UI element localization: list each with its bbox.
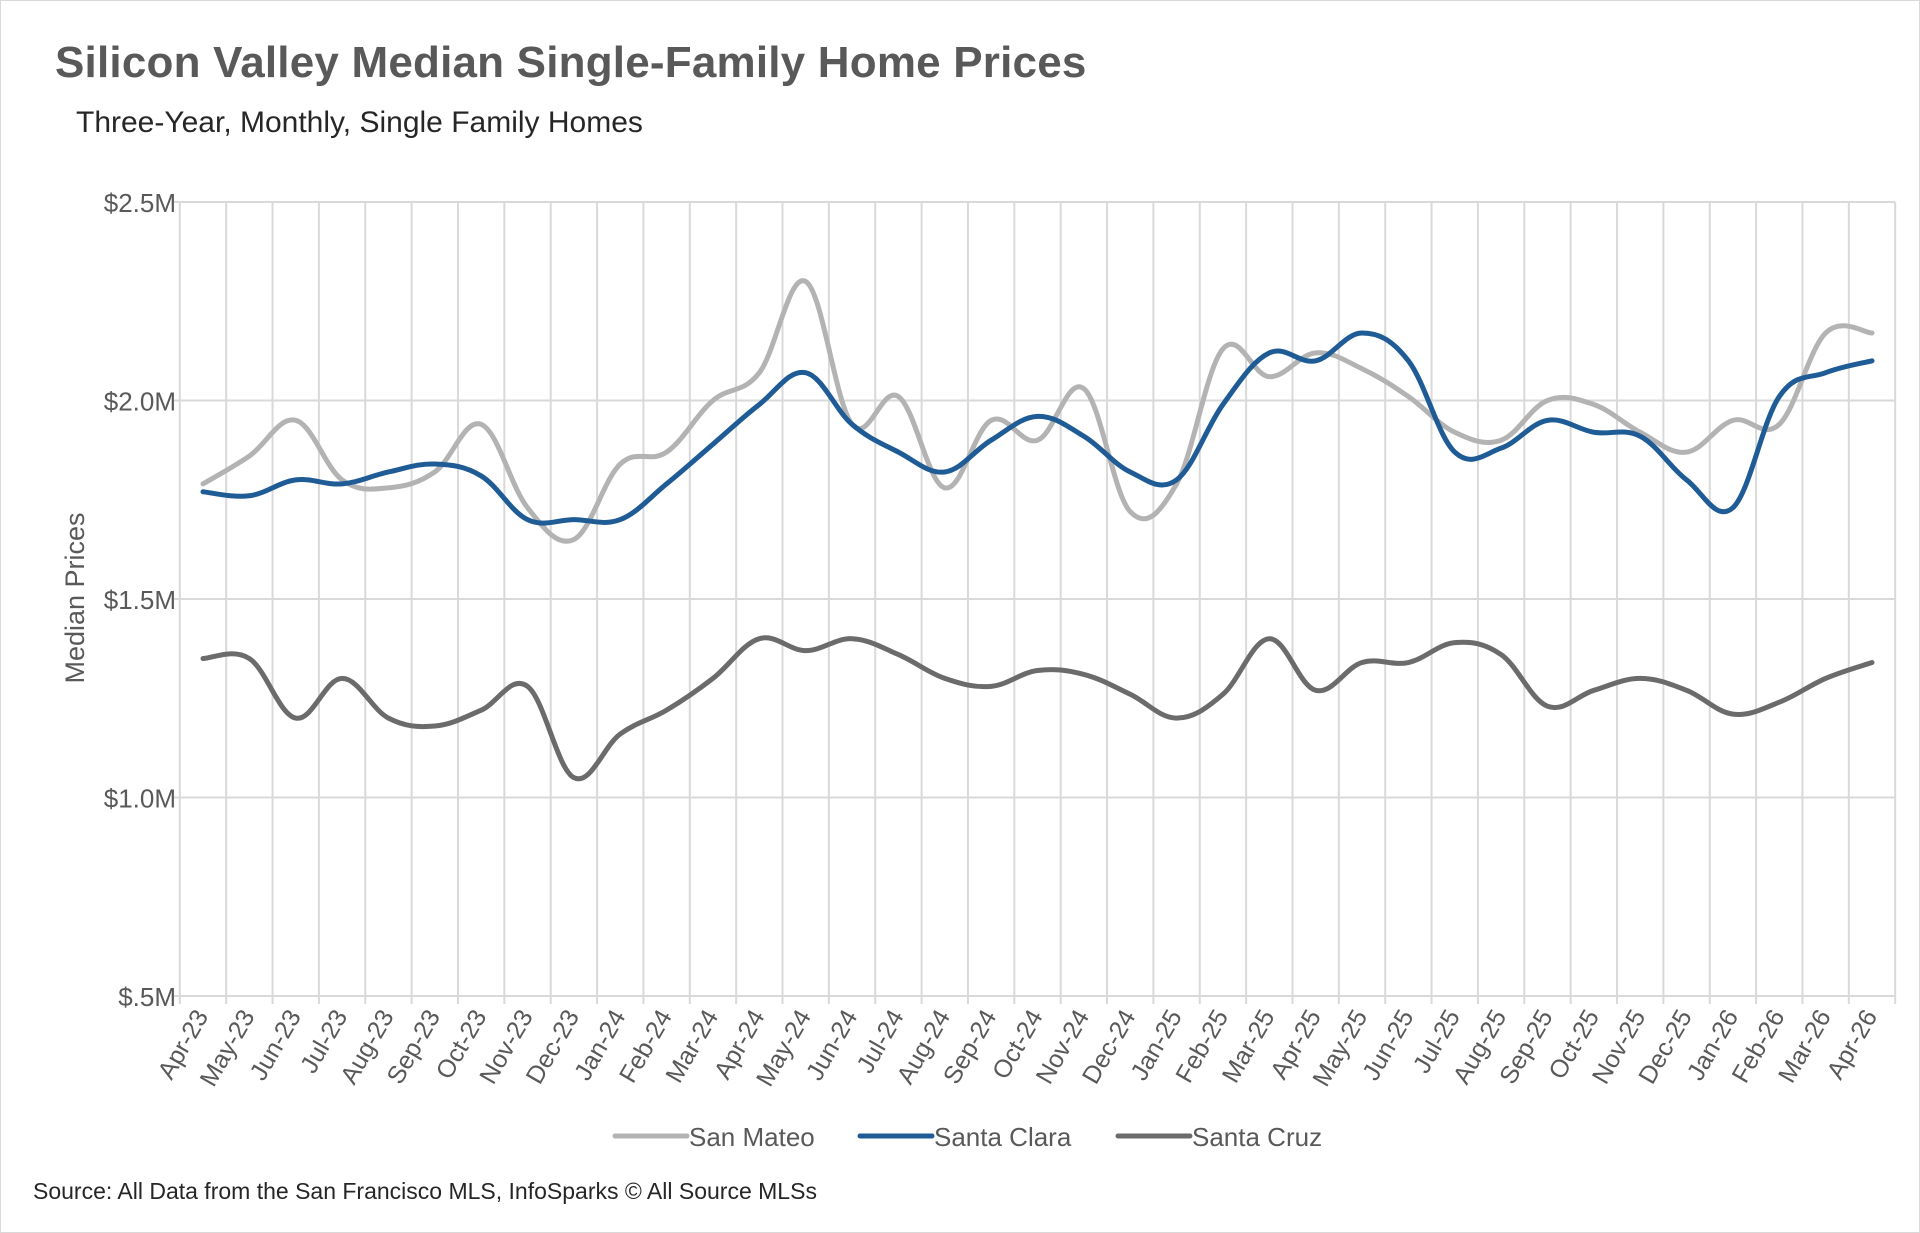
chart-title: Silicon Valley Median Single-Family Home… (55, 38, 1087, 87)
source-note: Source: All Data from the San Francisco … (33, 1178, 817, 1204)
x-axis-tick-labels: Apr-23May-23Jun-23Jul-23Aug-23Sep-23Oct-… (152, 1005, 1883, 1091)
legend-item-san-mateo: San Mateo (612, 1122, 815, 1152)
y-tick-label: $1.0M (104, 784, 176, 814)
y-tick-label: $1.5M (104, 585, 176, 615)
vertical-gridlines (178, 202, 1897, 1004)
series-line-santa-cruz (200, 635, 1875, 782)
y-axis-tick-labels: $.5M $1.0M $1.5M $2.0M $2.5M (104, 188, 176, 1012)
series-line-san-mateo (200, 278, 1875, 544)
y-tick-label: $2.0M (104, 387, 176, 417)
series-line-santa-clara (200, 330, 1875, 526)
y-axis-label: Median Prices (60, 512, 90, 683)
legend-label: Santa Clara (934, 1122, 1072, 1152)
horizontal-gridlines (171, 201, 1896, 997)
series-lines (200, 278, 1875, 782)
legend: San Mateo Santa Clara Santa Cruz (612, 1122, 1322, 1152)
legend-label: Santa Cruz (1192, 1122, 1322, 1152)
legend-label: San Mateo (689, 1122, 815, 1152)
legend-item-santa-cruz: Santa Cruz (1115, 1122, 1322, 1152)
legend-item-santa-clara: Santa Clara (857, 1122, 1072, 1152)
y-tick-label: $.5M (118, 982, 176, 1012)
y-tick-label: $2.5M (104, 188, 176, 218)
chart-subtitle: Three-Year, Monthly, Single Family Homes (76, 106, 643, 139)
